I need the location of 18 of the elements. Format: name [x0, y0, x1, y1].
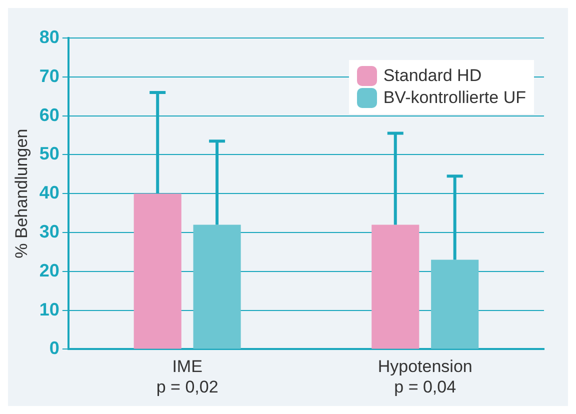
y-tick-label: 20	[39, 260, 60, 280]
x-tick-label: IME p = 0,02	[156, 357, 218, 396]
legend-label: Standard HD	[383, 66, 482, 86]
bar	[193, 224, 241, 349]
y-tick-label: 10	[39, 299, 60, 320]
y-tick-label: 40	[39, 182, 60, 203]
y-tick-label: 50	[39, 144, 60, 164]
bar	[431, 260, 479, 349]
y-tick-label: 30	[39, 221, 60, 242]
y-axis-title: % Behandlungen	[12, 128, 31, 258]
x-tick-label: Hypotension p = 0,04	[378, 357, 472, 396]
y-tick-label: 70	[39, 66, 60, 86]
bar	[372, 224, 420, 349]
legend-label: BV-kontrollierte UF	[383, 88, 526, 108]
y-tick-label: 0	[49, 338, 60, 358]
y-tick-label: 60	[39, 104, 60, 125]
bar	[134, 194, 182, 349]
y-tick-label: 80	[39, 26, 60, 47]
